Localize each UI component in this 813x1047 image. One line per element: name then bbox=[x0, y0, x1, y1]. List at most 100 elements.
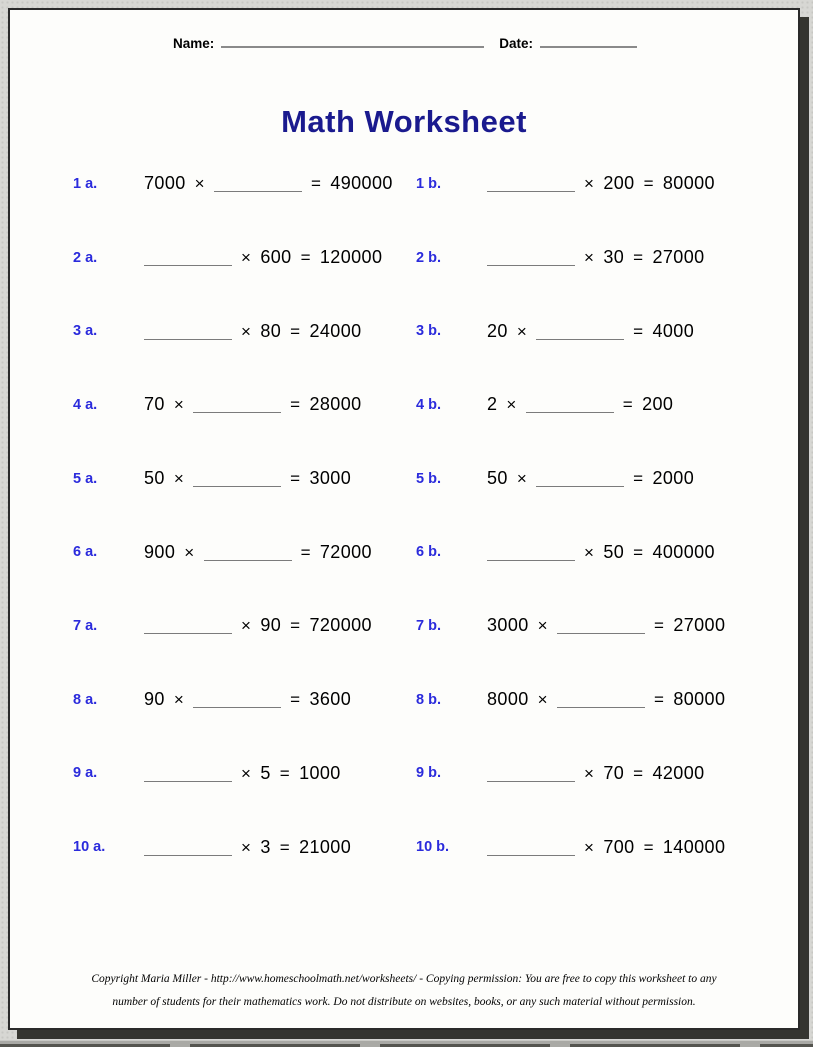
product-value: 21000 bbox=[299, 836, 352, 857]
problem-row: 6 a. 900 × = 72000 6 b. × 50 = 400000 bbox=[73, 515, 792, 589]
multiply-sign: × bbox=[173, 395, 185, 415]
equals-sign: = bbox=[653, 616, 665, 636]
problem-expression: × 3 = 21000 bbox=[144, 837, 351, 858]
product-value: 120000 bbox=[319, 247, 383, 268]
problem-number-label: 7 b. bbox=[416, 617, 441, 634]
answer-blank bbox=[193, 693, 282, 709]
problem-expression: × 30 = 27000 bbox=[487, 247, 705, 268]
problem-cell-b: 8 b. 8000 × = 80000 bbox=[416, 689, 792, 710]
problem-number-label: 4 a. bbox=[73, 396, 98, 413]
problem-number-label: 2 a. bbox=[73, 249, 98, 266]
product-value: 27000 bbox=[673, 615, 726, 636]
problem-number-label: 8 b. bbox=[416, 691, 441, 708]
worksheet-page: Name: Date: Math Worksheet 1 a. 7000 × = 49… bbox=[8, 8, 800, 1030]
equals-sign: = bbox=[290, 616, 301, 636]
factor-value: 3000 bbox=[487, 615, 529, 636]
factor-value: 900 bbox=[144, 541, 176, 562]
problem-number-label: 1 b. bbox=[416, 175, 441, 192]
problems-grid: 1 a. 7000 × = 490000 1 b. × 200 = 80000 2 a. ×… bbox=[73, 147, 792, 884]
problem-cell-a: 5 a. 50 × = 3000 bbox=[73, 468, 416, 489]
equals-sign: = bbox=[300, 542, 311, 562]
equals-sign: = bbox=[643, 837, 654, 857]
problem-number-label: 9 b. bbox=[416, 765, 441, 782]
problem-number-label: 5 a. bbox=[73, 470, 98, 487]
answer-blank bbox=[536, 325, 625, 340]
answer-blank bbox=[144, 619, 232, 635]
multiply-sign: × bbox=[173, 469, 185, 489]
name-blank-line bbox=[221, 36, 485, 48]
equals-sign: = bbox=[290, 690, 301, 710]
factor-value: 50 bbox=[603, 541, 625, 562]
answer-blank bbox=[487, 767, 575, 782]
copyright-line: Copyright Maria Miller - http://www.home… bbox=[91, 973, 717, 986]
product-value: 1000 bbox=[299, 762, 341, 783]
problem-cell-b: 6 b. × 50 = 400000 bbox=[416, 542, 792, 563]
factor-value: 3 bbox=[260, 836, 271, 857]
answer-blank bbox=[144, 325, 232, 340]
answer-blank bbox=[193, 472, 282, 488]
answer-blank bbox=[213, 177, 302, 193]
product-value: 27000 bbox=[652, 247, 705, 268]
equals-sign: = bbox=[622, 395, 634, 415]
problem-cell-a: 3 a. × 80 = 24000 bbox=[73, 321, 416, 342]
problem-cell-a: 9 a. × 5 = 1000 bbox=[73, 763, 416, 784]
multiply-sign: × bbox=[194, 174, 205, 194]
factor-value: 5 bbox=[260, 762, 271, 783]
equals-sign: = bbox=[653, 690, 665, 710]
problem-expression: × 80 = 24000 bbox=[144, 321, 362, 342]
problem-row: 3 a. × 80 = 24000 3 b. 20 × = 4000 bbox=[73, 294, 792, 368]
factor-value: 50 bbox=[144, 468, 165, 489]
problem-number-label: 9 a. bbox=[73, 765, 98, 782]
product-value: 24000 bbox=[309, 320, 362, 341]
problem-row: 1 a. 7000 × = 490000 1 b. × 200 = 80000 bbox=[73, 147, 792, 221]
product-value: 140000 bbox=[662, 836, 726, 857]
problem-row: 5 a. 50 × = 3000 5 b. 50 × = 2000 bbox=[73, 442, 792, 516]
answer-blank bbox=[144, 251, 232, 267]
answer-blank bbox=[487, 546, 575, 561]
problem-expression: × 200 = 80000 bbox=[487, 173, 715, 194]
multiply-sign: × bbox=[241, 763, 252, 783]
multiply-sign: × bbox=[241, 248, 252, 268]
copyright-line: number of students for their mathematics… bbox=[112, 995, 696, 1008]
factor-value: 20 bbox=[487, 320, 508, 341]
problem-cell-b: 9 b. × 70 = 42000 bbox=[416, 763, 792, 784]
problem-cell-a: 2 a. × 600 = 120000 bbox=[73, 247, 416, 268]
answer-blank bbox=[556, 693, 645, 709]
page-title: Math Worksheet bbox=[281, 104, 527, 139]
equals-sign: = bbox=[290, 321, 301, 341]
product-value: 200 bbox=[642, 394, 674, 415]
factor-value: 600 bbox=[260, 247, 292, 268]
product-value: 80000 bbox=[673, 689, 726, 710]
problem-row: 8 a. 90 × = 3600 8 b. 8000 × = 80000 bbox=[73, 663, 792, 737]
product-value: 4000 bbox=[652, 320, 695, 341]
factor-value: 200 bbox=[603, 173, 635, 194]
problem-expression: 8000 × = 80000 bbox=[487, 689, 725, 710]
equals-sign: = bbox=[633, 321, 644, 341]
factor-value: 7000 bbox=[144, 173, 186, 194]
factor-value: 700 bbox=[603, 836, 635, 857]
problem-row: 4 a. 70 × = 28000 4 b. 2 × = 200 bbox=[73, 368, 792, 442]
problem-cell-a: 8 a. 90 × = 3600 bbox=[73, 689, 416, 710]
problem-number-label: 6 b. bbox=[416, 544, 441, 561]
product-value: 80000 bbox=[662, 173, 715, 194]
problem-number-label: 8 a. bbox=[73, 691, 98, 708]
problem-row: 10 a. × 3 = 21000 10 b. × 700 = 140000 bbox=[73, 810, 792, 884]
multiply-sign: × bbox=[584, 837, 595, 857]
product-value: 72000 bbox=[319, 541, 372, 562]
answer-blank bbox=[487, 841, 575, 856]
problem-expression: × 5 = 1000 bbox=[144, 763, 341, 784]
problem-cell-a: 6 a. 900 × = 72000 bbox=[73, 542, 416, 563]
problem-expression: 50 × = 3000 bbox=[144, 468, 351, 489]
problem-number-label: 4 b. bbox=[416, 396, 441, 413]
answer-blank bbox=[487, 177, 575, 193]
problem-expression: × 70 = 42000 bbox=[487, 763, 705, 784]
answer-blank bbox=[144, 767, 232, 782]
problem-expression: 70 × = 28000 bbox=[144, 394, 362, 415]
problem-cell-b: 5 b. 50 × = 2000 bbox=[416, 468, 792, 489]
product-value: 28000 bbox=[309, 394, 362, 415]
product-value: 3000 bbox=[309, 468, 352, 489]
answer-blank bbox=[193, 398, 282, 414]
product-value: 490000 bbox=[330, 173, 393, 194]
problem-cell-a: 10 a. × 3 = 21000 bbox=[73, 837, 416, 858]
equals-sign: = bbox=[633, 248, 644, 268]
